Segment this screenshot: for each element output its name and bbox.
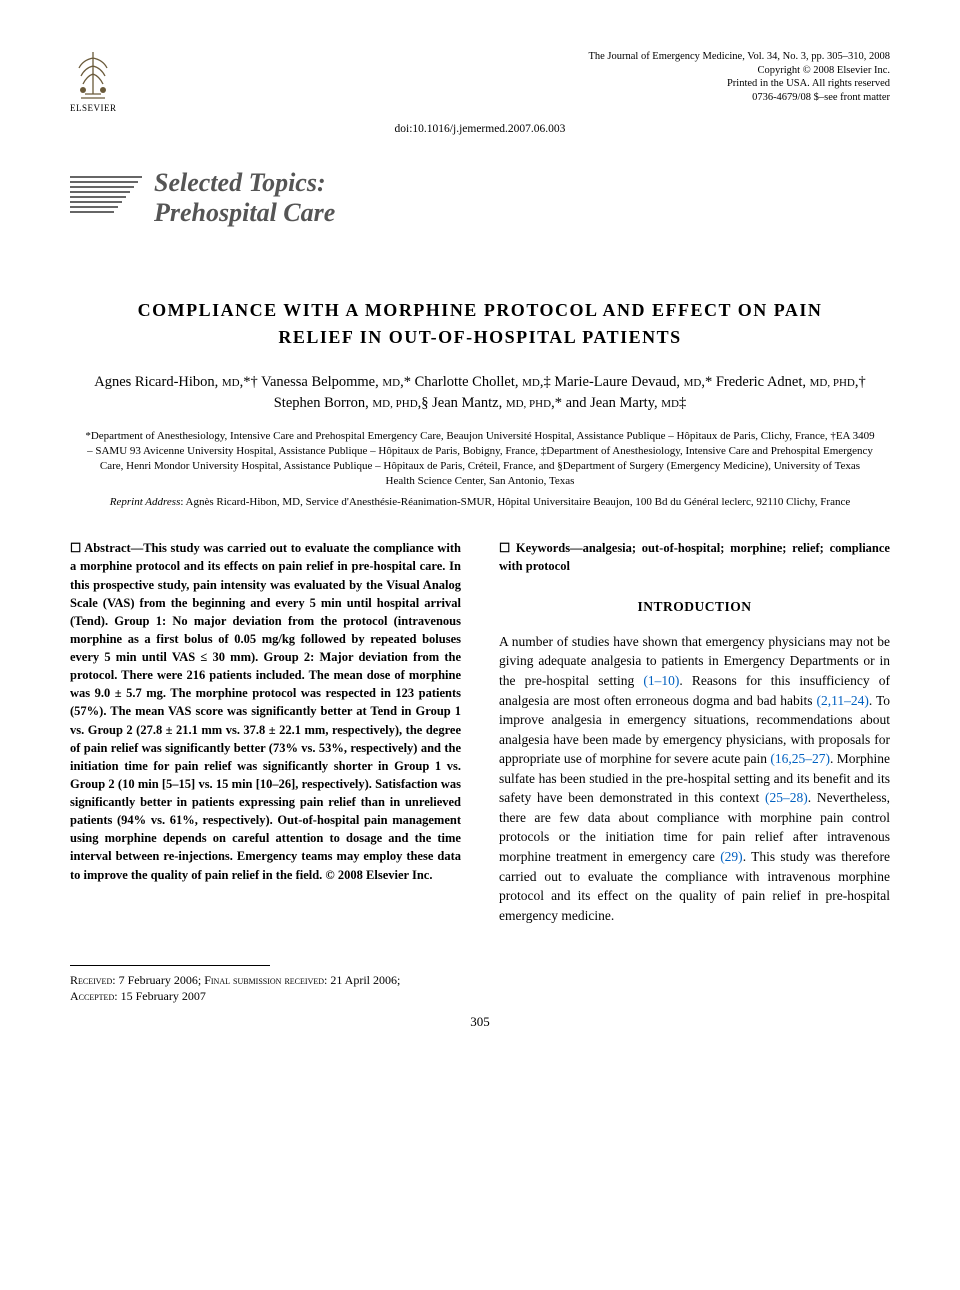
accepted-date: 15 February 2007 [121,989,206,1003]
publisher-logo: ELSEVIER [70,50,117,114]
footer-dates: Received: 7 February 2006; Final submiss… [70,972,890,1004]
authors: Agnes Ricard-Hibon, MD,*† Vanessa Belpom… [90,372,870,416]
section-banner: Selected Topics: Prehospital Care [70,162,890,228]
top-row: ELSEVIER The Journal of Emergency Medici… [70,50,890,114]
two-column-body: ☐ Abstract—This study was carried out to… [70,539,890,925]
banner-line2: Prehospital Care [154,198,335,228]
rule-block-icon [70,176,142,213]
right-column: ☐ Keywords—analgesia; out-of-hospital; m… [499,539,890,925]
footer-rule [70,965,270,966]
introduction-body: A number of studies have shown that emer… [499,632,890,925]
journal-page: ELSEVIER The Journal of Emergency Medici… [0,0,960,1070]
final-date: 21 April 2006; [330,973,400,987]
banner-text: Selected Topics: Prehospital Care [154,162,335,228]
final-label: Final submission received: [204,973,327,987]
journal-meta: The Journal of Emergency Medicine, Vol. … [588,50,890,105]
banner-line1: Selected Topics: [154,168,335,198]
journal-meta-line: 0736-4679/08 $–see front matter [588,91,890,105]
abstract: ☐ Abstract—This study was carried out to… [70,539,461,883]
left-column: ☐ Abstract—This study was carried out to… [70,539,461,925]
received-label: Received: [70,973,116,987]
article-title: COMPLIANCE WITH A MORPHINE PROTOCOL AND … [110,297,850,349]
received-date: 7 February 2006; [119,973,202,987]
accepted-label: Accepted: [70,989,118,1003]
elsevier-tree-icon [71,50,115,100]
journal-meta-line: Copyright © 2008 Elsevier Inc. [588,64,890,78]
keywords: ☐ Keywords—analgesia; out-of-hospital; m… [499,539,890,575]
publisher-name: ELSEVIER [70,102,117,114]
journal-meta-line: Printed in the USA. All rights reserved [588,77,890,91]
page-number: 305 [70,1013,890,1031]
reprint-address: Reprint Address: Agnès Ricard-Hibon, MD,… [88,495,872,510]
journal-meta-line: The Journal of Emergency Medicine, Vol. … [588,50,890,64]
doi: doi:10.1016/j.jemermed.2007.06.003 [70,122,890,138]
affiliations: *Department of Anesthesiology, Intensive… [84,429,876,488]
introduction-heading: INTRODUCTION [499,598,890,616]
